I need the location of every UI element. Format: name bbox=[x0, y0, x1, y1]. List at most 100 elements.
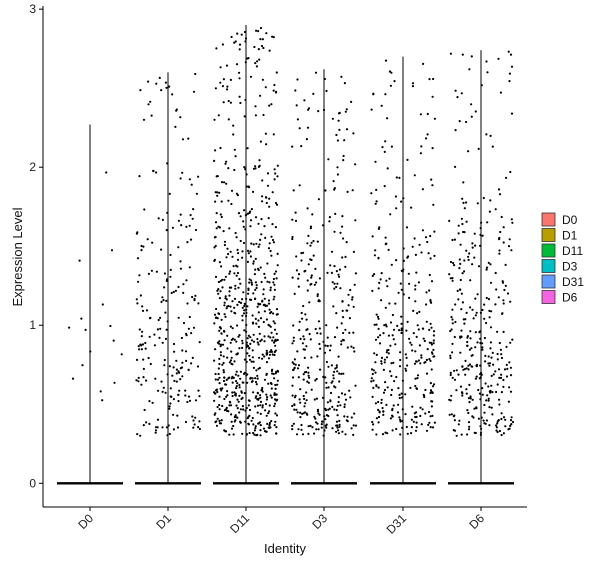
data-point bbox=[453, 369, 456, 372]
data-point bbox=[348, 389, 351, 392]
violin-group-d11 bbox=[213, 24, 280, 485]
data-point bbox=[341, 300, 344, 303]
data-point bbox=[221, 363, 224, 366]
data-point bbox=[148, 400, 151, 403]
data-point bbox=[259, 317, 263, 320]
data-point bbox=[222, 369, 225, 372]
data-point bbox=[198, 395, 201, 398]
data-point bbox=[135, 298, 138, 301]
data-point bbox=[261, 179, 264, 182]
data-point bbox=[406, 320, 409, 323]
data-point bbox=[213, 159, 216, 162]
data-point bbox=[465, 220, 468, 223]
data-point bbox=[465, 392, 468, 395]
data-point bbox=[340, 322, 343, 325]
data-point bbox=[248, 211, 251, 214]
data-point bbox=[298, 184, 301, 187]
data-point bbox=[242, 381, 245, 384]
data-point bbox=[192, 90, 196, 93]
data-point bbox=[382, 332, 385, 335]
data-point bbox=[230, 356, 233, 359]
data-point bbox=[471, 263, 474, 266]
data-point bbox=[230, 377, 233, 380]
data-point bbox=[330, 250, 334, 253]
data-point bbox=[463, 259, 466, 262]
data-point bbox=[275, 426, 278, 429]
data-point bbox=[166, 320, 169, 323]
data-point bbox=[299, 388, 302, 391]
data-point bbox=[421, 327, 425, 330]
data-point bbox=[155, 171, 158, 174]
data-point bbox=[335, 133, 338, 137]
data-point bbox=[252, 190, 255, 193]
data-point bbox=[276, 164, 279, 167]
data-point bbox=[510, 249, 513, 252]
data-point bbox=[485, 419, 488, 422]
data-point bbox=[400, 329, 403, 332]
data-point bbox=[160, 248, 163, 251]
data-point bbox=[418, 243, 421, 246]
data-point bbox=[460, 329, 463, 332]
data-point bbox=[411, 85, 414, 88]
data-point bbox=[232, 433, 235, 436]
data-point bbox=[505, 375, 509, 378]
data-point bbox=[250, 419, 253, 422]
data-point bbox=[326, 344, 329, 348]
data-point bbox=[254, 317, 257, 320]
data-point bbox=[265, 373, 268, 376]
data-point bbox=[298, 398, 301, 401]
data-point bbox=[397, 387, 400, 390]
data-point bbox=[268, 49, 271, 52]
data-point bbox=[267, 382, 270, 385]
data-point bbox=[407, 272, 410, 275]
data-point bbox=[465, 311, 468, 314]
data-point bbox=[163, 286, 166, 289]
data-point bbox=[276, 379, 279, 382]
data-point bbox=[479, 337, 482, 340]
data-point bbox=[267, 247, 271, 250]
data-point bbox=[271, 238, 275, 242]
data-point bbox=[214, 275, 218, 278]
data-point bbox=[267, 299, 271, 302]
data-point bbox=[219, 146, 222, 150]
data-point bbox=[484, 382, 487, 385]
data-point bbox=[508, 427, 511, 430]
data-point bbox=[295, 255, 298, 258]
data-point bbox=[390, 388, 393, 391]
data-point bbox=[310, 282, 313, 286]
data-point bbox=[177, 219, 180, 222]
data-point bbox=[306, 207, 309, 210]
data-point bbox=[508, 238, 511, 241]
data-point bbox=[502, 416, 506, 419]
data-point bbox=[375, 188, 378, 191]
data-point bbox=[388, 70, 391, 73]
data-point bbox=[431, 95, 434, 98]
data-point bbox=[268, 242, 271, 245]
data-point bbox=[252, 360, 255, 363]
data-point bbox=[238, 43, 242, 46]
data-point bbox=[373, 352, 376, 355]
data-point bbox=[305, 345, 308, 348]
data-point bbox=[354, 384, 357, 387]
data-point bbox=[223, 304, 226, 307]
data-point bbox=[140, 244, 143, 248]
data-point bbox=[228, 294, 231, 297]
data-point bbox=[230, 427, 234, 430]
data-point bbox=[305, 370, 308, 374]
data-point bbox=[241, 306, 244, 309]
data-point bbox=[293, 403, 296, 406]
data-point bbox=[154, 431, 157, 434]
data-point bbox=[250, 281, 253, 284]
data-point bbox=[254, 297, 257, 300]
data-point bbox=[229, 404, 233, 407]
data-point bbox=[234, 373, 237, 376]
data-point bbox=[233, 420, 236, 423]
data-point bbox=[475, 375, 478, 378]
data-point bbox=[429, 257, 432, 260]
data-point bbox=[245, 297, 248, 300]
data-point bbox=[453, 264, 456, 267]
data-point bbox=[307, 366, 310, 369]
data-point bbox=[377, 400, 380, 404]
data-point bbox=[370, 377, 373, 380]
data-point bbox=[305, 391, 308, 394]
